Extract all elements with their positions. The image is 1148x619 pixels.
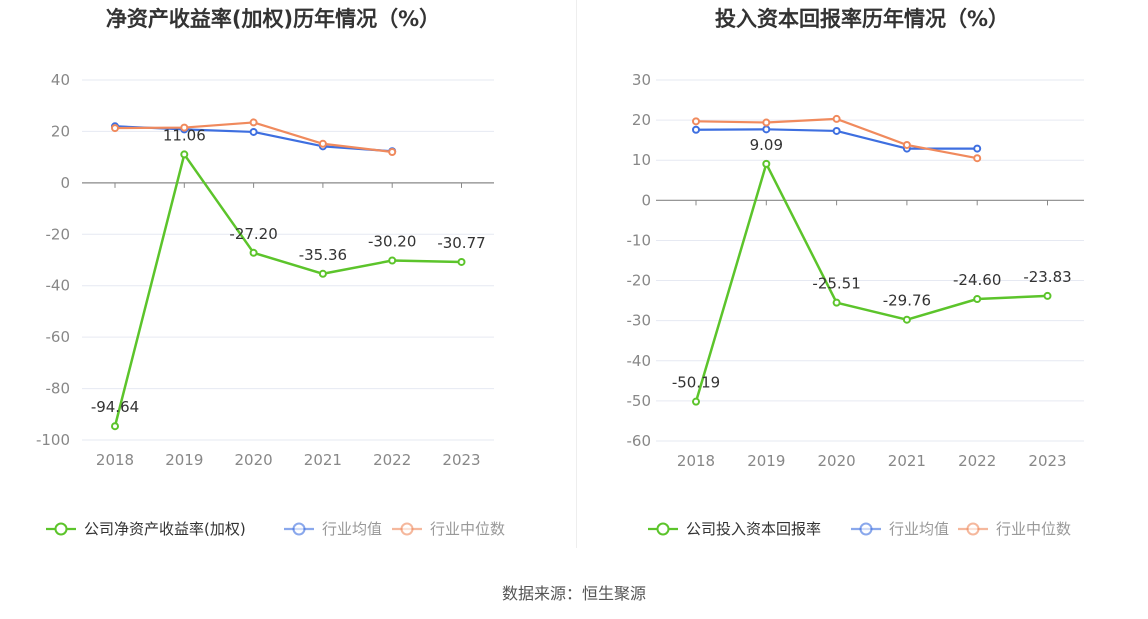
- series-line-company: [113, 153, 462, 427]
- y-tick-label: -80: [46, 380, 71, 398]
- data-label: -29.76: [883, 292, 931, 310]
- y-tick-label: -10: [627, 231, 652, 249]
- panel-divider: [576, 0, 577, 548]
- data-label: 9.09: [750, 136, 783, 154]
- series-line-median: [114, 121, 393, 154]
- data-point-avg: [692, 125, 700, 134]
- legend-label: 行业均值: [889, 520, 949, 538]
- legend-marker: [859, 522, 873, 536]
- data-label: -23.83: [1023, 268, 1071, 286]
- data-point-company: [902, 315, 911, 324]
- chart-svg: 净资产收益率(加权)历年情况（%） 40 20 0 -20 -40 -60 -80 -100 20…: [36, 7, 505, 538]
- legend-marker: [292, 522, 306, 536]
- legend-item-avg[interactable]: 行业均值: [284, 520, 382, 538]
- y-tick-label: -30: [627, 312, 652, 330]
- data-label: -94.64: [91, 398, 139, 416]
- data-label: 11.06: [163, 126, 206, 144]
- y-tick-label: -60: [627, 432, 652, 450]
- data-point-company: [832, 298, 841, 307]
- data-label: -30.20: [368, 233, 416, 251]
- data-point-avg: [973, 144, 982, 153]
- series-line-company: [694, 162, 1048, 403]
- data-point-company: [457, 257, 466, 266]
- roe-chart-panel: 净资产收益率(加权)历年情况（%） 40 20 0 -20 -40 -60 -80 -100 20…: [0, 0, 574, 560]
- legend-item-company[interactable]: 公司投入资本回报率: [648, 520, 821, 538]
- legend-label: 公司投入资本回报率: [686, 520, 821, 538]
- legend-marker: [400, 522, 414, 536]
- data-point-company: [973, 295, 982, 304]
- data-point-company: [111, 422, 119, 431]
- legend-marker: [656, 522, 670, 536]
- data-point-median: [180, 123, 189, 132]
- x-tick-label: 2021: [304, 451, 342, 469]
- y-tick-label: -20: [46, 225, 71, 243]
- chart-title: 投入资本回报率历年情况（%）: [715, 7, 1009, 31]
- data-point-company: [762, 159, 771, 168]
- y-tick-label: 30: [632, 71, 651, 89]
- x-tick-label: 2019: [747, 452, 785, 470]
- x-tick-label: 2022: [373, 451, 411, 469]
- series-line-median: [695, 117, 978, 160]
- x-tick-label: 2023: [442, 451, 480, 469]
- legend-label: 公司净资产收益率(加权): [84, 520, 246, 538]
- x-tick-label: 2018: [96, 451, 134, 469]
- data-point-median: [388, 148, 397, 156]
- y-tick-label: 0: [60, 174, 70, 192]
- data-point-median: [902, 140, 911, 149]
- legend-item-median[interactable]: 行业中位数: [392, 520, 505, 538]
- data-label: -50.19: [672, 374, 720, 392]
- y-tick-label: -40: [46, 277, 71, 295]
- y-tick-label: -50: [627, 392, 652, 410]
- x-tick-label: 2018: [677, 452, 715, 470]
- data-point-company: [388, 256, 397, 265]
- data-point-median: [318, 139, 327, 148]
- data-point-company: [1043, 291, 1052, 300]
- legend-label: 行业中位数: [996, 520, 1071, 538]
- data-point-median: [973, 154, 982, 163]
- data-point-company: [180, 150, 189, 159]
- x-tick-label: 2021: [888, 452, 926, 470]
- roic-chart-panel: 投入资本回报率历年情况（%） 30 20 10 0 -10 -20 -30 -40 -50 -60 2…: [574, 0, 1148, 560]
- y-tick-label: 10: [632, 151, 651, 169]
- legend-item-median[interactable]: 行业中位数: [958, 520, 1071, 538]
- data-point-company: [692, 397, 700, 406]
- y-tick-label: -40: [627, 352, 652, 370]
- y-tick-label: -60: [46, 328, 71, 346]
- legend-marker: [966, 522, 980, 536]
- legend-item-avg[interactable]: 行业均值: [851, 520, 949, 538]
- y-tick-label: 20: [51, 122, 70, 140]
- data-point-median: [832, 114, 841, 123]
- y-tick-label: 0: [641, 191, 651, 209]
- data-point-median: [111, 124, 119, 133]
- data-label: -24.60: [953, 271, 1001, 289]
- chart-title: 净资产收益率(加权)历年情况（%）: [106, 7, 440, 31]
- x-tick-label: 2022: [958, 452, 996, 470]
- data-label: -27.20: [229, 225, 277, 243]
- data-point-avg: [762, 125, 771, 134]
- data-point-company: [249, 248, 258, 257]
- x-tick-label: 2019: [165, 451, 203, 469]
- legend-item-company[interactable]: 公司净资产收益率(加权): [46, 520, 246, 538]
- data-label: -30.77: [437, 234, 485, 252]
- data-label: -35.36: [299, 246, 347, 264]
- legend-label: 行业均值: [322, 520, 382, 538]
- chart-svg: 投入资本回报率历年情况（%） 30 20 10 0 -10 -20 -30 -40 -50 -60 2…: [627, 7, 1084, 538]
- data-label: -25.51: [812, 275, 860, 293]
- data-point-company: [318, 269, 327, 278]
- y-tick-label: -100: [36, 431, 70, 449]
- x-tick-label: 2020: [235, 451, 273, 469]
- legend-marker: [54, 522, 68, 536]
- data-point-median: [692, 117, 700, 126]
- data-source: 数据来源：恒生聚源: [501, 584, 646, 603]
- y-tick-label: 40: [51, 71, 70, 89]
- y-tick-label: 20: [632, 111, 651, 129]
- x-tick-label: 2023: [1028, 452, 1066, 470]
- data-point-median: [249, 118, 258, 127]
- x-tick-label: 2020: [818, 452, 856, 470]
- data-point-avg: [249, 127, 258, 136]
- data-point-median: [762, 118, 771, 127]
- data-point-avg: [832, 126, 841, 135]
- y-tick-label: -20: [627, 272, 652, 290]
- legend-label: 行业中位数: [430, 520, 505, 538]
